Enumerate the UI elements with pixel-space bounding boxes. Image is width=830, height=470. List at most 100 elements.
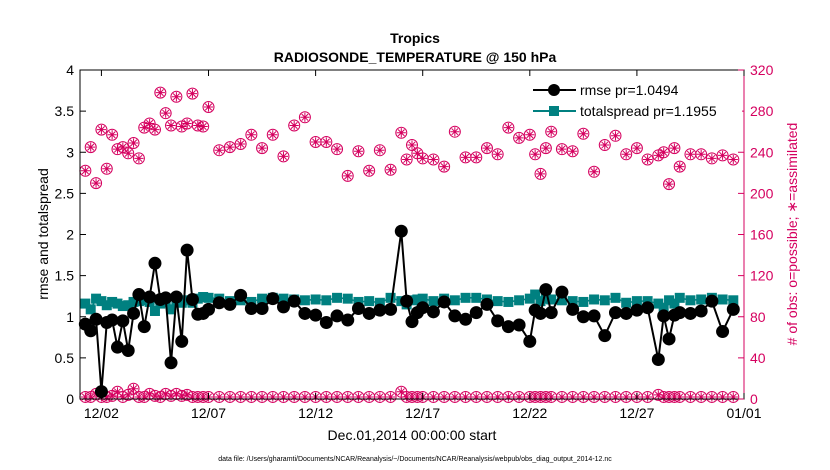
obs-possible-point: [159, 107, 172, 120]
obs-assimilated-low-point: [471, 392, 481, 402]
totalspread-point: [112, 298, 123, 309]
totalspread-point: [589, 294, 600, 305]
obs-assimilated-point: [669, 143, 679, 153]
obs-possible-point: [266, 128, 279, 141]
rmse-point: [351, 302, 365, 316]
obs-possible-point: [122, 147, 135, 160]
obs-assimilated-low-point: [568, 392, 578, 402]
obs-assimilated-point: [257, 143, 267, 153]
y-right-tick-label: 200: [750, 185, 774, 201]
obs-assimilated-low-point: [707, 392, 717, 402]
obs-assimilated-low-point: [396, 387, 406, 397]
obs-assimilated-low-point: [236, 392, 246, 402]
obs-assimilated-point: [123, 148, 133, 158]
obs-assimilated-point: [600, 140, 610, 150]
obs-assimilated-point: [96, 125, 107, 135]
totalspread-point: [374, 297, 385, 308]
obs-possible-point: [491, 148, 504, 161]
rmse-point: [234, 288, 248, 302]
obs-assimilated-point: [107, 130, 117, 140]
obs-assimilated-point: [150, 125, 160, 135]
obs-assimilated-low-point: [214, 392, 224, 402]
rmse-point: [309, 308, 323, 322]
rmse-point: [726, 302, 740, 316]
legend-rmse-marker: [548, 84, 560, 96]
obs-possible-point: [705, 152, 718, 165]
obs-possible-point: [106, 128, 119, 141]
totalspread-point: [278, 293, 289, 304]
y-right-tick-label: 40: [750, 350, 766, 366]
rmse-point: [298, 306, 312, 320]
rmse-point: [598, 329, 612, 343]
rmse-point: [662, 332, 676, 346]
obs-possible-point: [598, 139, 611, 152]
totalspread-point: [91, 293, 102, 304]
obs-assimilated-point: [289, 120, 299, 131]
obs-assimilated-low-point: [493, 392, 503, 402]
rmse-point: [287, 294, 301, 308]
y-right-tick-label: 240: [750, 144, 774, 160]
rmse-point: [164, 356, 178, 370]
obs-assimilated-low-point: [225, 392, 235, 402]
totalspread-point: [449, 295, 460, 306]
obs-assimilated-point: [182, 118, 192, 129]
y-right-tick-label: 160: [750, 227, 774, 243]
obs-possible-point: [395, 126, 408, 139]
rmse-point: [223, 297, 237, 311]
legend-spread-label: totalspread pr=1.1955: [580, 103, 717, 119]
obs-assimilated-low-point: [112, 387, 123, 397]
rmse-point: [683, 306, 697, 320]
obs-assimilated-low-point: [610, 392, 621, 402]
obs-assimilated-point: [643, 154, 653, 165]
obs-assimilated-point: [578, 129, 588, 139]
obs-possible-point: [197, 120, 210, 133]
totalspread-point: [658, 302, 669, 313]
x-tick-label: 01/01: [726, 405, 761, 421]
obs-possible-point: [534, 167, 547, 180]
obs-assimilated-point: [541, 143, 551, 153]
obs-assimilated-low-point: [589, 392, 599, 402]
obs-assimilated-low-point: [375, 392, 385, 402]
obs-assimilated-low-point: [546, 392, 556, 402]
totalspread-point: [599, 295, 610, 306]
y-left-tick-label: 1.5: [55, 268, 75, 284]
rmse-point: [694, 304, 708, 318]
totalspread-point: [133, 296, 144, 307]
obs-assimilated-point: [659, 147, 669, 157]
totalspread-point: [310, 294, 321, 305]
obs-assimilated-point: [632, 143, 642, 153]
totalspread-point: [556, 295, 567, 306]
totalspread-point: [128, 296, 139, 307]
totalspread-point: [546, 294, 557, 305]
totalspread-point: [503, 296, 514, 307]
obs-assimilated-low-point: [289, 392, 299, 402]
obs-assimilated-point: [525, 130, 535, 140]
obs-assimilated-point: [118, 142, 128, 152]
totalspread-point: [524, 293, 535, 304]
x-axis-label: Dec.01,2014 00:00:00 start: [328, 427, 497, 443]
rmse-point: [319, 316, 333, 330]
y-right-tick-label: 80: [750, 309, 766, 325]
rmse-point: [539, 283, 553, 297]
y-right-tick-label: 320: [750, 62, 774, 78]
rmse-point: [159, 291, 173, 305]
obs-possible-point: [448, 125, 461, 138]
y-left-tick-label: 4: [66, 62, 74, 78]
y-left-tick-label: 2: [66, 227, 74, 243]
obs-assimilated-point: [664, 179, 674, 189]
obs-assimilated-low-point: [728, 392, 738, 402]
rmse-point: [330, 309, 344, 323]
obs-assimilated-point: [91, 178, 101, 188]
obs-possible-point: [90, 177, 103, 190]
obs-assimilated-low-point: [321, 392, 331, 402]
totalspread-point: [166, 304, 177, 315]
obs-possible-point: [363, 164, 376, 177]
obs-assimilated-point: [439, 162, 449, 172]
totalspread-point: [321, 295, 332, 306]
totalspread-point: [123, 300, 134, 311]
obs-assimilated-point: [139, 122, 149, 133]
obs-possible-point: [663, 178, 676, 191]
y-right-tick-label: 120: [750, 268, 774, 284]
obs-possible-point: [716, 149, 729, 162]
obs-assimilated-low-point: [128, 384, 139, 394]
